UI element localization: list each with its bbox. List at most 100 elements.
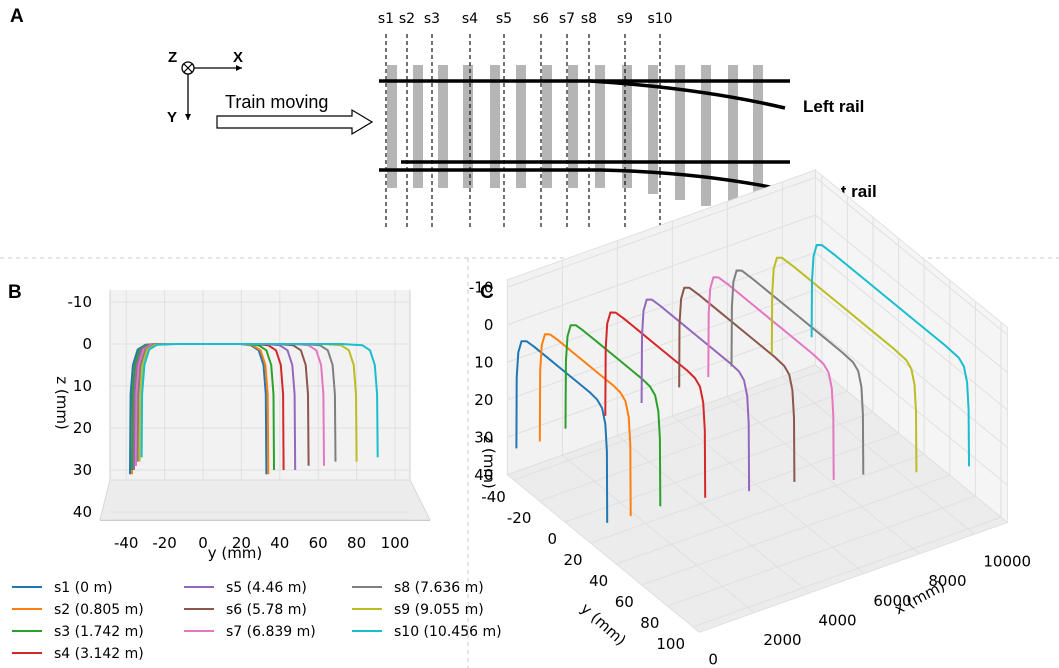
legend-label: s8 (7.636 m)	[394, 580, 484, 596]
c-grid-z	[507, 326, 1008, 486]
legend-label: s3 (1.742 m)	[54, 624, 144, 640]
b-series-line	[140, 343, 379, 458]
panel-label-b: B	[8, 282, 22, 303]
x-letter: X	[233, 49, 243, 66]
section-lines: s1 s2 s3 s4 s5 s6 s7 s8 s9 s10	[378, 11, 673, 228]
sleeper	[490, 65, 500, 188]
y-arrowhead-icon	[185, 114, 191, 120]
legend-label: s4 (3.142 m)	[54, 646, 144, 662]
b-x-tick: 60	[309, 534, 328, 552]
c-x-tick: 0	[708, 651, 718, 668]
legend-label: s6 (5.78 m)	[226, 602, 307, 618]
sleeper	[413, 65, 423, 188]
c-series-line	[604, 311, 707, 498]
c-series-line	[810, 244, 970, 467]
c-grid-y	[667, 301, 976, 607]
sleeper	[701, 65, 711, 206]
c-series-line	[538, 333, 632, 517]
b-y-tick: 40	[73, 503, 92, 521]
train-moving-label: Train moving	[225, 92, 328, 112]
c-series-line	[770, 256, 918, 473]
legend: s1 (0 m) s2 (0.805 m) s3 (1.742 m) s4 (3.14…	[12, 580, 502, 662]
c-z-tick: 40	[474, 466, 493, 484]
sleeper	[438, 65, 448, 188]
x-arrowhead-icon	[236, 65, 242, 71]
c-ticks: 0 2000 4000 6000 8000 10000 -10 0 10 20 30 40 -40-20…	[469, 278, 1031, 668]
c-grid-z	[507, 364, 1008, 523]
panel-c-chart: C 0 2000 4000 6000 8000 10000 -10 0 10 20 30 40 -40-…	[469, 169, 1031, 668]
c-grid-y	[590, 238, 900, 544]
b-x-tick: 80	[347, 534, 366, 552]
b-y-tick: -10	[68, 293, 93, 311]
sleeper	[728, 65, 738, 212]
sleeper	[387, 65, 397, 188]
panel-label-c: C	[480, 282, 494, 303]
b-x-tick: 0	[198, 534, 208, 552]
c-grid-z	[507, 289, 1008, 448]
c-y-tick: 0	[547, 530, 557, 548]
c-y-tick: 60	[615, 593, 634, 611]
b-x-tick: -40	[114, 534, 139, 552]
c-series-line	[640, 298, 751, 492]
c-grid-y	[692, 322, 1002, 628]
b-axes-frame	[99, 290, 431, 521]
c-x-tick: 6000	[873, 592, 911, 610]
b-series-lines	[129, 343, 379, 475]
b-y-tick: 20	[73, 419, 92, 437]
section-label: s3	[424, 11, 440, 27]
sleeper	[753, 65, 763, 218]
section-label: s9	[617, 11, 633, 27]
z-letter: Z	[168, 49, 177, 66]
c-panes	[506, 169, 1009, 633]
c-z-tick: 20	[474, 391, 493, 409]
section-label: s4	[462, 11, 478, 27]
c-series-line	[678, 286, 796, 482]
b-xlabel: y (mm)	[208, 544, 263, 562]
sleeper	[542, 65, 552, 188]
left-rail-label: Left rail	[803, 97, 864, 116]
sleepers	[387, 65, 763, 218]
c-side-pane	[815, 169, 1008, 524]
c-y-tick: 20	[564, 551, 583, 569]
sleeper	[595, 65, 605, 188]
legend-label: s9 (9.055 m)	[394, 602, 484, 618]
b-x-tick: 100	[381, 534, 410, 552]
section-label: s2	[399, 11, 415, 27]
c-grid-y	[641, 280, 951, 586]
c-series-line	[515, 340, 609, 523]
c-series-line	[730, 269, 865, 475]
c-z-tick: 0	[484, 316, 494, 334]
legend-label: s7 (6.839 m)	[226, 624, 316, 640]
b-y-tick: 30	[73, 461, 92, 479]
c-zlabel: z (mm)	[480, 435, 498, 489]
b-x-tick: -20	[152, 534, 177, 552]
sleeper	[648, 65, 658, 194]
sleeper	[463, 65, 473, 188]
legend-label: s10 (10.456 m)	[394, 624, 502, 640]
sleeper	[568, 65, 578, 188]
c-x-tick: 10000	[983, 553, 1031, 571]
section-label: s5	[496, 11, 512, 27]
b-ticks: -40 -20 0 20 40 60 80 100 -10 0 10 20 30 40	[68, 293, 410, 552]
c-y-tick: 80	[640, 614, 659, 632]
c-grid-y	[564, 217, 874, 523]
b-x-tick: 20	[232, 534, 251, 552]
b-y-tick: 10	[73, 377, 92, 395]
c-grid-y	[539, 196, 848, 502]
c-z-tick: 10	[474, 353, 493, 371]
section-label: s1	[378, 11, 394, 27]
left-rail-curve	[589, 79, 786, 110]
c-x-tick: 4000	[818, 611, 856, 629]
train-arrow-icon	[216, 108, 374, 136]
section-label: s10	[647, 11, 672, 27]
legend-label: s1 (0 m)	[54, 580, 113, 596]
c-series-lines	[515, 244, 970, 523]
c-y-tick: 40	[589, 572, 608, 590]
sleeper	[622, 65, 632, 188]
c-x-tick: 2000	[763, 631, 801, 649]
c-xlabel: x (mm)	[891, 577, 948, 619]
c-x-tick: 8000	[928, 572, 966, 590]
c-series-line	[707, 276, 835, 480]
